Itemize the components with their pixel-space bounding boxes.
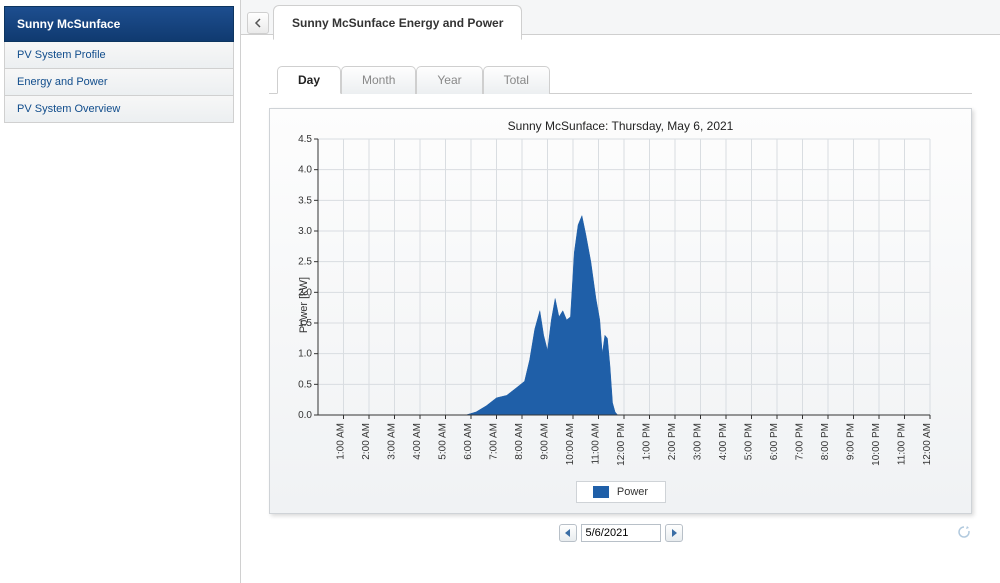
svg-text:3:00 PM: 3:00 PM (693, 423, 704, 460)
refresh-button[interactable] (956, 524, 972, 543)
svg-text:1:00 PM: 1:00 PM (642, 423, 653, 460)
sidebar: Sunny McSunface PV System Profile Energy… (0, 0, 241, 583)
svg-text:12:00 PM: 12:00 PM (616, 423, 627, 466)
chart-legend: Power (576, 481, 666, 503)
chart-card: Sunny McSunface: Thursday, May 6, 2021 P… (269, 108, 972, 514)
tab-month[interactable]: Month (341, 66, 416, 94)
svg-text:7:00 AM: 7:00 AM (489, 423, 500, 460)
svg-text:8:00 PM: 8:00 PM (820, 423, 831, 460)
date-prev-button[interactable] (559, 524, 577, 542)
date-nav (269, 524, 972, 542)
svg-text:7:00 PM: 7:00 PM (795, 423, 806, 460)
svg-text:6:00 PM: 6:00 PM (769, 423, 780, 460)
svg-text:11:00 AM: 11:00 AM (591, 423, 602, 465)
svg-text:10:00 AM: 10:00 AM (565, 423, 576, 465)
svg-text:4.0: 4.0 (298, 165, 312, 176)
triangle-right-icon (670, 529, 678, 537)
svg-text:9:00 AM: 9:00 AM (540, 423, 551, 460)
svg-text:5:00 AM: 5:00 AM (438, 423, 449, 460)
page-tab: Sunny McSunface Energy and Power (273, 5, 522, 40)
svg-text:1.0: 1.0 (298, 349, 312, 360)
chart-y-label: Power [kW] (298, 277, 310, 333)
svg-text:12:00 AM: 12:00 AM (922, 423, 933, 465)
tab-total[interactable]: Total (483, 66, 550, 94)
date-input[interactable] (581, 524, 661, 542)
svg-text:3:00 AM: 3:00 AM (387, 423, 398, 460)
sidebar-item-label: Energy and Power (17, 76, 108, 88)
svg-text:9:00 PM: 9:00 PM (846, 423, 857, 460)
svg-text:3.5: 3.5 (298, 195, 312, 206)
svg-text:1:00 AM: 1:00 AM (336, 423, 347, 460)
tab-year[interactable]: Year (416, 66, 482, 94)
legend-label: Power (617, 486, 648, 498)
back-button[interactable] (247, 12, 269, 34)
power-chart: 0.00.51.01.52.02.53.03.54.04.51:00 AM2:0… (280, 135, 940, 475)
svg-text:8:00 AM: 8:00 AM (514, 423, 525, 460)
date-next-button[interactable] (665, 524, 683, 542)
page-body: Day Month Year Total Sunny McSunface: Th… (241, 34, 1000, 583)
svg-text:4:00 AM: 4:00 AM (412, 423, 423, 460)
svg-text:2.5: 2.5 (298, 257, 312, 268)
svg-text:2:00 AM: 2:00 AM (361, 423, 372, 460)
triangle-left-icon (564, 529, 572, 537)
tab-day[interactable]: Day (277, 66, 341, 94)
svg-text:4:00 PM: 4:00 PM (718, 423, 729, 460)
sidebar-item-label: PV System Profile (17, 49, 106, 61)
svg-text:5:00 PM: 5:00 PM (744, 423, 755, 460)
svg-text:0.5: 0.5 (298, 379, 312, 390)
svg-text:10:00 PM: 10:00 PM (871, 423, 882, 466)
svg-text:2:00 PM: 2:00 PM (667, 423, 678, 460)
sidebar-title: Sunny McSunface (4, 6, 234, 42)
svg-text:4.5: 4.5 (298, 135, 312, 145)
chevron-left-icon (254, 18, 262, 28)
sidebar-item-energy[interactable]: Energy and Power (4, 69, 234, 96)
svg-text:0.0: 0.0 (298, 410, 312, 421)
svg-text:6:00 AM: 6:00 AM (463, 423, 474, 460)
range-tabs: Day Month Year Total (269, 65, 972, 94)
svg-text:3.0: 3.0 (298, 226, 312, 237)
chart-title: Sunny McSunface: Thursday, May 6, 2021 (280, 115, 961, 135)
sidebar-item-overview[interactable]: PV System Overview (4, 96, 234, 123)
legend-swatch (593, 486, 609, 498)
main-area: Sunny McSunface Energy and Power Day Mon… (241, 0, 1000, 583)
sidebar-item-label: PV System Overview (17, 103, 120, 115)
sidebar-item-profile[interactable]: PV System Profile (4, 42, 234, 69)
svg-text:11:00 PM: 11:00 PM (897, 423, 908, 465)
refresh-icon (956, 524, 972, 540)
